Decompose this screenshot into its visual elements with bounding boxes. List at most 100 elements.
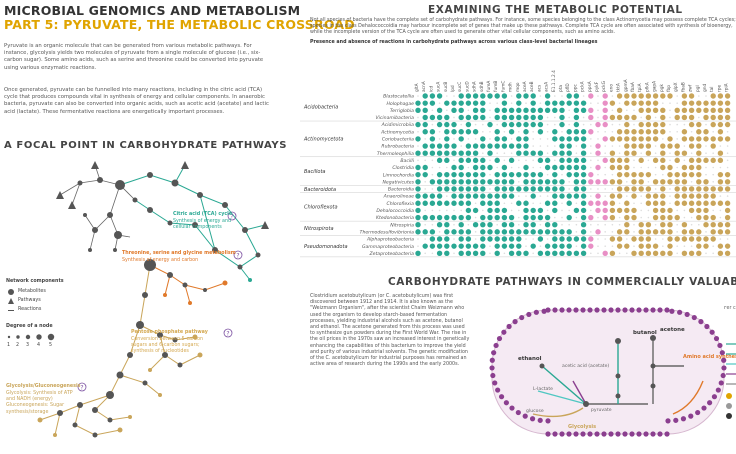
matrix-cell	[660, 214, 666, 221]
matrix-cell	[552, 164, 558, 171]
matrix-cell	[458, 157, 464, 164]
matrix-column-label: sucA	[436, 82, 442, 92]
matrix-cell	[633, 202, 635, 205]
matrix-cell	[487, 93, 493, 99]
matrix-cell	[633, 109, 635, 112]
matrix-cell	[436, 107, 443, 113]
membrane-dot	[594, 431, 600, 437]
matrix-cell	[429, 193, 436, 199]
matrix-cell	[516, 143, 522, 149]
matrix-cell	[436, 150, 443, 156]
matrix-cell	[544, 229, 551, 235]
acetic-acid-label: acetic acid (acetate)	[562, 363, 609, 369]
matrix-cell	[472, 250, 479, 256]
matrix-cell	[429, 236, 436, 242]
matrix-cell	[552, 150, 558, 156]
membrane-dot	[587, 431, 593, 437]
matrix-cell	[660, 157, 666, 164]
matrix-cell	[444, 100, 450, 106]
matrix-cell	[559, 186, 565, 192]
matrix-cell	[415, 171, 421, 178]
matrix-cell	[429, 200, 436, 206]
matrix-cell	[703, 186, 709, 192]
matrix-cell	[516, 250, 522, 256]
matrix-cell	[458, 129, 464, 135]
matrix-cell	[460, 145, 462, 147]
matrix-cell	[681, 129, 688, 135]
glycolysis-arrow	[532, 407, 584, 418]
matrix-column-label: rpiA	[724, 83, 730, 92]
matrix-cell	[580, 222, 587, 228]
matrix-cell	[566, 214, 572, 221]
help-icon[interactable]: ?	[77, 382, 87, 392]
help-icon[interactable]: ?	[223, 328, 233, 338]
matrix-cell	[710, 236, 716, 242]
membrane-dot	[698, 319, 704, 325]
matrix-cell	[696, 164, 702, 171]
matrix-column-label: mdh	[508, 82, 514, 92]
ethanol-label: ethanol	[518, 356, 542, 362]
matrix-cell	[703, 100, 709, 106]
legend-reactions: Reactions	[18, 307, 42, 312]
matrix-cell	[696, 179, 702, 185]
matrix-cell	[566, 157, 572, 164]
matrix-cell	[415, 150, 421, 156]
help-icon[interactable]: ?	[227, 211, 237, 221]
matrix-cell	[518, 223, 520, 226]
matrix-cell	[453, 116, 455, 119]
matrix-cell	[602, 157, 608, 164]
matrix-cell	[525, 159, 527, 162]
matrix-cell	[602, 121, 608, 128]
matrix-cell	[494, 207, 500, 214]
matrix-cell	[438, 102, 441, 104]
membrane-dot	[664, 431, 670, 437]
matrix-column-label: sucB	[443, 82, 449, 92]
matrix-cell	[566, 143, 572, 149]
matrix-column-label: sdhA	[472, 81, 478, 92]
matrix-cell	[674, 179, 680, 185]
matrix-cell	[624, 129, 630, 135]
matrix-cell	[537, 207, 544, 214]
matrix-cell	[688, 114, 695, 121]
matrix-cell	[525, 102, 527, 104]
matrix-cell	[624, 114, 630, 121]
matrix-column-label: pflD	[565, 83, 571, 92]
matrix-cell	[544, 100, 551, 106]
matrix-cell	[451, 164, 457, 171]
matrix-cell	[523, 164, 529, 171]
matrix-cell	[609, 200, 616, 206]
help-icon[interactable]: ?	[233, 250, 243, 260]
matrix-cell	[604, 130, 606, 133]
matrix-cell	[508, 157, 515, 164]
matrix-cell	[717, 121, 724, 128]
matrix-cell	[573, 164, 580, 171]
matrix-cell	[559, 157, 565, 164]
matrix-cell	[631, 186, 637, 192]
matrix-cell	[703, 157, 709, 164]
matrix-cell	[489, 159, 491, 162]
glucose-label: glucose	[526, 408, 544, 414]
matrix-cell	[472, 243, 479, 249]
matrix-cell	[544, 157, 551, 164]
matrix-cell	[532, 238, 534, 240]
matrix-cell	[703, 236, 709, 242]
matrix-cell	[465, 250, 472, 256]
matrix-class-label: Limnochordia	[383, 172, 414, 178]
matrix-cell	[530, 214, 536, 221]
matrix-cell	[444, 150, 450, 156]
matrix-cell	[660, 143, 666, 149]
matrix-cell	[566, 236, 572, 242]
membrane-dot	[515, 409, 521, 416]
matrix-cell	[590, 102, 592, 104]
matrix-cell	[705, 123, 707, 126]
matrix-cell	[681, 229, 688, 235]
matrix-cell	[501, 186, 508, 192]
matrix-cell	[690, 152, 693, 154]
matrix-cell	[676, 209, 678, 212]
matrix-cell	[422, 93, 428, 99]
matrix-cell	[501, 121, 508, 128]
matrix-class-label: Blastocatellia	[383, 94, 414, 100]
membrane-dot	[650, 431, 656, 437]
matrix-cell	[523, 121, 529, 128]
matrix-cell	[633, 245, 635, 247]
